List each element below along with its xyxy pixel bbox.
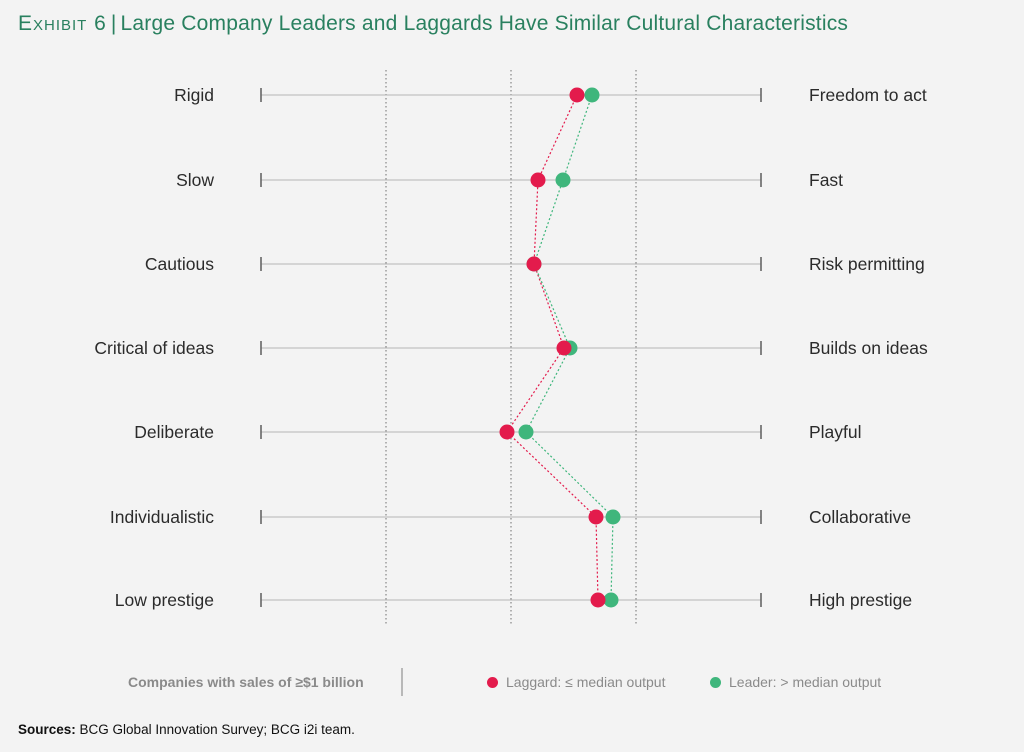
row-label-left: Slow: [176, 170, 214, 190]
row-label-right: Playful: [809, 422, 862, 442]
laggard-point: [569, 87, 585, 103]
row-label-left: Low prestige: [115, 590, 214, 610]
row-label-right: Collaborative: [809, 507, 911, 527]
laggard-point: [590, 592, 606, 608]
row-label-left: Rigid: [174, 85, 214, 105]
row-label-right: Risk permitting: [809, 254, 925, 274]
laggard-point: [530, 172, 546, 188]
row-label-right: High prestige: [809, 590, 912, 610]
legend-divider: [401, 668, 403, 696]
chart-title-text: Large Company Leaders and Laggards Have …: [120, 12, 849, 35]
exhibit-label: Exhibit 6: [18, 12, 107, 35]
leader-point: [605, 509, 621, 525]
leader-point: [518, 424, 534, 440]
row-label-left: Cautious: [145, 254, 214, 274]
leader-point: [603, 592, 619, 608]
row-label-left: Critical of ideas: [94, 338, 214, 358]
legend-dot-laggard: [487, 676, 498, 688]
sources-note: Sources: BCG Global Innovation Survey; B…: [18, 722, 355, 737]
sources-label: Sources:: [18, 722, 76, 737]
laggard-point: [499, 424, 515, 440]
legend-item-laggard: Laggard: ≤ median output: [487, 674, 665, 690]
row-label-right: Fast: [809, 170, 843, 190]
row-label-left: Individualistic: [110, 507, 214, 527]
legend-label-leader: Leader: > median output: [729, 674, 882, 690]
title-separator: |: [110, 12, 117, 35]
row-label-right: Freedom to act: [809, 85, 927, 105]
leader-point: [584, 87, 600, 103]
laggard-point: [588, 509, 604, 525]
legend-label-laggard: Laggard: ≤ median output: [506, 674, 666, 690]
legend-item-leader: Leader: > median output: [710, 674, 881, 690]
sources-text: BCG Global Innovation Survey; BCG i2i te…: [79, 722, 355, 737]
laggard-point: [556, 340, 572, 356]
chart-title: Exhibit 6 | Large Company Leaders and Lagg…: [18, 12, 848, 36]
leader-point: [555, 172, 571, 188]
laggard-point: [526, 256, 542, 272]
row-label-right: Builds on ideas: [809, 338, 928, 358]
legend-dot-leader: [710, 676, 721, 688]
row-label-left: Deliberate: [134, 422, 214, 442]
legend-note: Companies with sales of ≥$1 billion: [128, 674, 364, 690]
